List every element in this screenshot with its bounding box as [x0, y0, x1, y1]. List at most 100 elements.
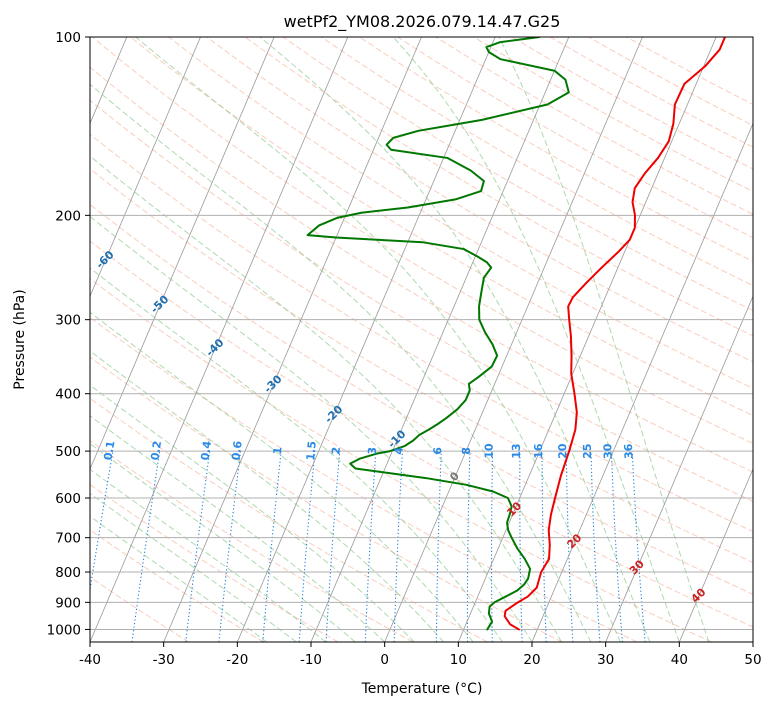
mixing-ratio-line — [435, 451, 442, 642]
mixing-ratio-line — [565, 451, 574, 642]
chart-title: wetPf2_YM08.2026.079.14.47.G25 — [284, 12, 561, 32]
dry-adiabat — [511, 37, 753, 170]
dry-adiabat — [90, 483, 339, 642]
x-tick-label: -20 — [226, 652, 248, 668]
y-axis-ticks: 100 200 300 400 500 600 700 800 900 1000 — [47, 30, 90, 638]
mixing-ratio-label: 36 — [622, 443, 636, 459]
isotherm-line — [90, 37, 275, 471]
dry-adiabat — [359, 37, 753, 262]
mixing-ratio-line — [466, 451, 471, 642]
dewpoint-line — [306, 37, 570, 631]
mixing-ratio-label: 1.5 — [304, 440, 319, 461]
moist-adiabat — [90, 350, 444, 642]
mixing-ratio-label: 4 — [392, 446, 405, 455]
y-tick-label: 200 — [55, 208, 81, 224]
moist-adiabat — [90, 215, 533, 642]
mixing-ratio-line — [610, 451, 623, 642]
isotherm-line — [384, 37, 643, 642]
isotherm-line — [605, 295, 753, 642]
x-tick-label: 30 — [597, 652, 614, 668]
mixing-ratio-line — [364, 451, 377, 642]
moist-adiabat — [90, 492, 297, 642]
mixing-ratio-lines — [90, 451, 646, 642]
moist-adiabat — [90, 443, 356, 642]
dry-adiabats — [90, 37, 753, 642]
isotherm-label: -80 — [0, 155, 9, 178]
isotherm-line — [90, 37, 201, 298]
isotherm-label: 30 — [627, 557, 647, 577]
isotherm-label: 20 — [564, 531, 584, 551]
dry-adiabat — [90, 133, 753, 533]
sounding-series — [306, 37, 727, 631]
dry-adiabat — [168, 37, 753, 389]
dry-adiabat — [90, 529, 264, 642]
x-tick-label: 40 — [671, 652, 688, 668]
dry-adiabat — [130, 37, 753, 417]
mixing-ratio-label: 6 — [431, 447, 444, 456]
y-tick-label: 1000 — [47, 622, 81, 638]
isotherm-label: -60 — [93, 248, 116, 271]
x-axis-ticks: -40 -30 -20 -10 0 10 20 30 40 50 — [79, 642, 762, 668]
isotherm-label: -40 — [203, 336, 226, 359]
y-tick-label: 600 — [55, 491, 81, 507]
plot-area: -100-90-80-70-60-50-40-30-20-10010203040… — [0, 37, 753, 642]
mixing-ratio-label: 0.6 — [229, 440, 244, 461]
mixing-ratio-line — [325, 451, 341, 642]
dry-adiabat — [90, 203, 753, 595]
plot-frame — [89, 36, 754, 643]
mixing-ratio-line — [185, 451, 211, 642]
moist-adiabat — [90, 415, 386, 642]
mixing-ratio-label: 0.1 — [101, 440, 117, 461]
isotherms — [90, 37, 753, 642]
x-tick-label: 20 — [523, 652, 540, 668]
isotherm-line — [752, 640, 753, 642]
dry-adiabat — [90, 440, 414, 642]
mixing-ratio-label: 20 — [556, 443, 569, 459]
mixing-ratio-line — [490, 451, 494, 642]
isotherm-line — [310, 37, 570, 642]
y-tick-label: 100 — [55, 30, 81, 46]
y-tick-label: 700 — [55, 531, 81, 547]
mixing-ratio-label: 10 — [482, 443, 495, 459]
y-tick-label: 500 — [55, 444, 81, 460]
dry-adiabat — [206, 37, 753, 363]
mixing-ratio-line — [131, 451, 161, 642]
moist-adiabat — [498, 37, 710, 642]
moist-adiabat — [259, 37, 651, 642]
isotherm-line — [163, 37, 422, 642]
isotherm-label: -50 — [148, 292, 171, 315]
moist-adiabat — [392, 37, 680, 642]
mixing-ratio-label: 16 — [532, 443, 545, 459]
dry-adiabat — [549, 37, 753, 148]
mixing-ratio-line — [90, 451, 114, 594]
y-tick-label: 300 — [55, 313, 81, 329]
x-axis-label: Temperature (°C) — [361, 681, 483, 697]
moist-adiabat — [90, 515, 268, 642]
dry-adiabat — [90, 240, 753, 628]
mixing-ratio-line — [298, 451, 316, 642]
isotherm-line — [531, 122, 753, 642]
mixing-ratio-label: 0.2 — [148, 440, 164, 461]
moist-adiabat — [90, 468, 327, 642]
isotherm-label: 10 — [504, 499, 524, 519]
isotherm-label: -20 — [322, 402, 345, 425]
moist-adiabats — [90, 37, 710, 642]
dry-adiabat — [435, 37, 753, 215]
moist-adiabat — [90, 311, 474, 642]
isotherm-line — [90, 37, 349, 642]
moist-adiabat — [90, 83, 592, 642]
x-tick-label: 10 — [450, 652, 467, 668]
dry-adiabat — [90, 397, 488, 642]
x-tick-label: 0 — [380, 652, 389, 668]
y-tick-label: 400 — [55, 387, 81, 403]
moist-adiabat — [90, 155, 562, 642]
mixing-ratio-label: 30 — [601, 443, 615, 459]
isotherm-line — [678, 468, 753, 642]
mixing-ratio-line — [631, 451, 646, 642]
dry-adiabat — [244, 37, 753, 337]
dry-adiabat — [90, 66, 753, 473]
x-tick-label: -40 — [79, 652, 101, 668]
mixing-ratio-label: 8 — [460, 447, 473, 455]
dry-adiabat — [282, 37, 753, 312]
